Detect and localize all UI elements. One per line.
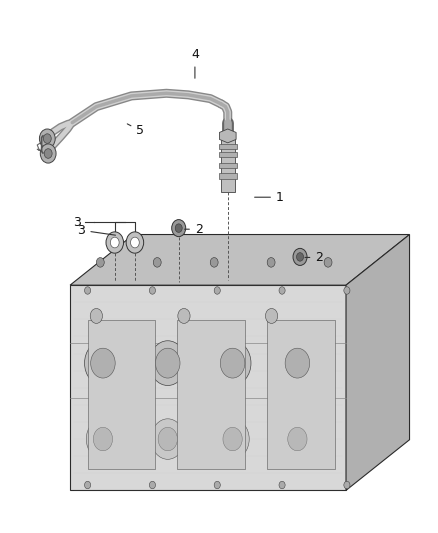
Circle shape xyxy=(90,309,102,324)
Bar xyxy=(177,320,245,469)
Circle shape xyxy=(155,348,180,378)
Circle shape xyxy=(85,287,91,294)
Text: 5: 5 xyxy=(127,124,144,137)
Polygon shape xyxy=(70,285,346,490)
Circle shape xyxy=(149,341,186,385)
Bar xyxy=(221,133,235,192)
Circle shape xyxy=(279,341,316,385)
Circle shape xyxy=(288,427,307,451)
Circle shape xyxy=(265,309,278,324)
Circle shape xyxy=(151,419,184,459)
Circle shape xyxy=(110,237,119,248)
Circle shape xyxy=(175,224,182,232)
Circle shape xyxy=(279,481,285,489)
Polygon shape xyxy=(346,235,410,490)
Circle shape xyxy=(149,481,155,489)
Text: 1: 1 xyxy=(254,191,284,204)
Circle shape xyxy=(85,481,91,489)
Bar xyxy=(267,320,335,469)
Circle shape xyxy=(96,257,104,267)
Bar xyxy=(219,173,237,179)
Polygon shape xyxy=(70,235,410,285)
Polygon shape xyxy=(219,129,236,143)
Bar xyxy=(219,144,237,149)
Circle shape xyxy=(344,287,350,294)
Circle shape xyxy=(178,309,190,324)
Circle shape xyxy=(153,257,161,267)
Circle shape xyxy=(344,481,350,489)
Circle shape xyxy=(131,237,139,248)
Circle shape xyxy=(267,257,275,267)
Circle shape xyxy=(214,481,220,489)
Circle shape xyxy=(40,144,56,163)
Text: 3: 3 xyxy=(73,216,81,229)
Bar xyxy=(219,163,237,168)
Circle shape xyxy=(324,257,332,267)
Text: 4: 4 xyxy=(191,49,199,78)
Text: 2: 2 xyxy=(184,223,203,236)
Circle shape xyxy=(210,257,218,267)
Circle shape xyxy=(43,134,51,143)
Text: 3: 3 xyxy=(78,224,116,237)
Circle shape xyxy=(91,348,115,378)
Circle shape xyxy=(281,419,314,459)
Circle shape xyxy=(39,129,55,148)
Circle shape xyxy=(285,348,310,378)
Circle shape xyxy=(172,220,186,237)
Circle shape xyxy=(86,419,120,459)
Circle shape xyxy=(106,232,124,253)
Circle shape xyxy=(126,232,144,253)
Circle shape xyxy=(220,348,245,378)
Circle shape xyxy=(293,248,307,265)
Circle shape xyxy=(93,427,113,451)
Circle shape xyxy=(279,287,285,294)
Circle shape xyxy=(214,287,220,294)
Bar xyxy=(219,152,237,157)
Circle shape xyxy=(214,341,251,385)
Circle shape xyxy=(85,341,121,385)
Circle shape xyxy=(216,419,249,459)
Circle shape xyxy=(158,427,177,451)
Circle shape xyxy=(149,287,155,294)
Circle shape xyxy=(297,253,304,261)
Bar xyxy=(88,320,155,469)
Text: 2: 2 xyxy=(305,251,323,264)
Circle shape xyxy=(223,427,242,451)
Circle shape xyxy=(44,149,52,158)
